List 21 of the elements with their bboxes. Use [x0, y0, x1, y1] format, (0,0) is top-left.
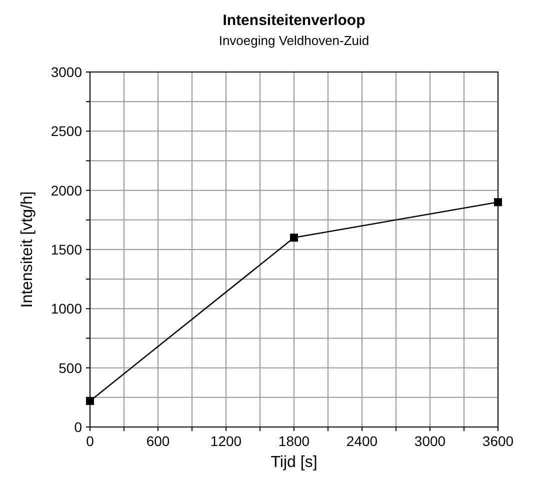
y-tick-label: 0 [74, 419, 82, 435]
x-tick-label: 3000 [414, 433, 446, 449]
chart-subtitle: Invoeging Veldhoven-Zuid [218, 33, 370, 48]
y-tick-label: 2500 [50, 123, 82, 140]
x-tick-label: 2400 [346, 433, 378, 449]
y-tick-label: 500 [58, 360, 82, 376]
y-axis-title: Intensiteit [vtg/h] [19, 191, 36, 308]
x-axis-title: Tijd [s] [270, 454, 318, 471]
x-tick-label: 1800 [278, 433, 310, 449]
y-tick-label: 2000 [50, 182, 82, 198]
point [290, 234, 298, 242]
y-tick-label: 1500 [50, 242, 82, 258]
y-tick-label: 1000 [50, 300, 82, 317]
point [86, 396, 94, 405]
chart-title: Intensiteitenverloop [222, 12, 366, 29]
point [494, 198, 502, 206]
x-tick-label: 3600 [482, 433, 514, 449]
x-tick-label: 1200 [210, 433, 242, 449]
x-tick-label: 0 [86, 433, 94, 449]
y-tick-label: 3000 [50, 64, 82, 80]
x-tick-label: 600 [146, 433, 170, 449]
